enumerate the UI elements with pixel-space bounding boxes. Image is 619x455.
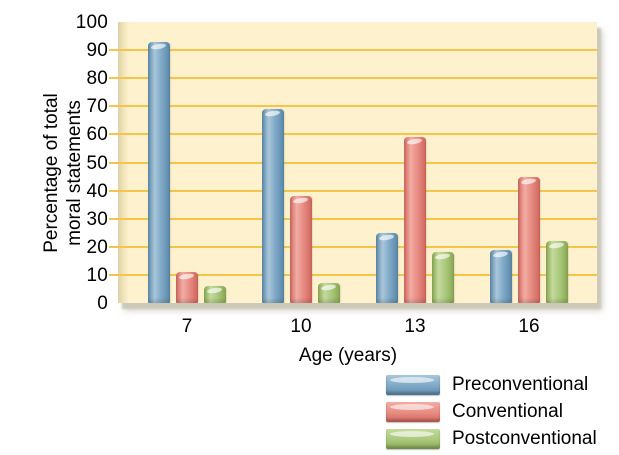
legend-swatch-conventional [386, 401, 440, 422]
bar-gloss [406, 137, 423, 146]
plot-area [109, 22, 597, 303]
bar-group-age-7 [148, 22, 226, 303]
bar-postconventional-age-13 [432, 252, 454, 303]
bar-gloss [520, 177, 537, 185]
y-tick-label-70: 70 [86, 96, 108, 118]
gridline-90 [109, 49, 597, 52]
legend-swatch-gloss [390, 376, 434, 383]
y-tick-label-100: 100 [75, 12, 108, 33]
bar-conventional-age-10 [290, 196, 312, 303]
bar-postconventional-age-7 [204, 286, 226, 303]
legend-item-conventional: Conventional [386, 401, 597, 422]
legend-label-postconventional: Postconventional [452, 427, 597, 449]
bar-gloss [178, 272, 195, 281]
legend-swatch-postconventional [386, 428, 440, 449]
bar-postconventional-age-16 [546, 241, 568, 303]
bar-gloss [548, 241, 565, 250]
y-tick-label-90: 90 [86, 40, 108, 62]
bar-group-age-16 [490, 22, 568, 303]
gridline-30 [109, 217, 597, 220]
bar-gloss [292, 196, 309, 205]
y-tick-label-40: 40 [86, 180, 108, 202]
gridline-50 [109, 161, 597, 164]
legend-label-conventional: Conventional [452, 400, 563, 422]
gridline-40 [109, 189, 597, 192]
bar-gloss [264, 109, 281, 118]
bar-gloss [150, 42, 167, 50]
legend: Preconventional Conventional Postconventio… [386, 374, 597, 455]
y-tick-label-0: 0 [97, 293, 108, 314]
gridline-10 [109, 273, 597, 276]
gridline-80 [109, 77, 597, 80]
gridline-60 [109, 133, 597, 136]
bar-gloss [492, 250, 509, 258]
y-tick-label-20: 20 [86, 236, 108, 258]
bar-preconventional-age-16 [490, 249, 512, 303]
bar-conventional-age-13 [404, 137, 426, 303]
legend-item-preconventional: Preconventional [386, 374, 597, 395]
bar-gloss [206, 286, 223, 295]
bar-gloss [320, 284, 337, 292]
bar-preconventional-age-7 [148, 41, 170, 303]
bar-postconventional-age-10 [318, 283, 340, 303]
bar-conventional-age-16 [518, 176, 540, 303]
legend-swatch-gloss [390, 430, 434, 437]
legend-swatch-preconventional [386, 374, 440, 395]
bar-gloss [378, 233, 395, 242]
y-tick-label-10: 10 [86, 264, 108, 286]
y-tick-label-30: 30 [86, 208, 108, 230]
bar-conventional-age-7 [176, 272, 198, 303]
legend-item-postconventional: Postconventional [386, 428, 597, 449]
x-tick-label-7: 7 [181, 316, 193, 337]
bar-preconventional-age-10 [262, 109, 284, 303]
gridline-20 [109, 245, 597, 248]
y-tick-label-80: 80 [86, 68, 108, 90]
gridline-70 [109, 105, 597, 108]
bar-group-age-13 [376, 22, 454, 303]
y-tick-label-60: 60 [86, 124, 108, 146]
x-tick-label-16: 16 [518, 316, 540, 337]
bar-gloss [434, 253, 451, 261]
legend-label-preconventional: Preconventional [452, 373, 589, 395]
x-axis-title: Age (years) [298, 345, 398, 366]
bar-preconventional-age-13 [376, 232, 398, 303]
x-tick-label-13: 13 [404, 316, 426, 337]
bar-group-age-10 [262, 22, 340, 303]
legend-swatch-gloss [390, 403, 434, 410]
y-tick-label-50: 50 [86, 152, 108, 174]
x-tick-label-10: 10 [290, 316, 312, 337]
